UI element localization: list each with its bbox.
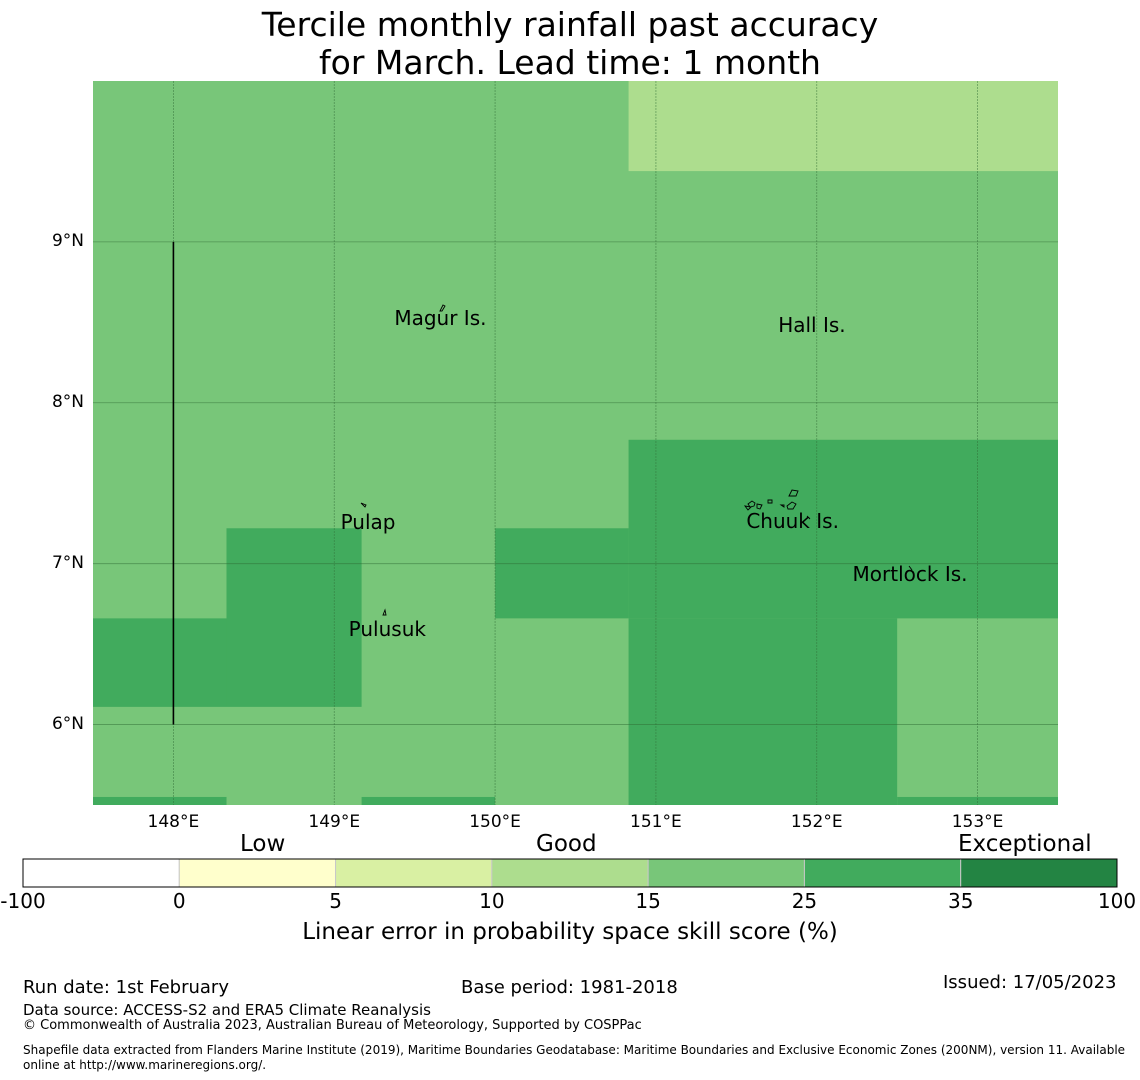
lat-tick-label: 6°N — [51, 713, 84, 734]
island-outline — [806, 515, 811, 520]
lon-tick-label: 153°E — [951, 812, 1004, 832]
lon-tick-label: 149°E — [308, 812, 361, 832]
data-source: Data source: ACCESS-S2 and ERA5 Climate … — [23, 1001, 431, 1019]
lat-tick-label: 8°N — [51, 391, 84, 412]
colorbar-tick-label: -100 — [0, 889, 46, 913]
place-label-magur: Magur Is. — [394, 306, 487, 331]
lat-tick-label: 7°N — [51, 552, 84, 573]
skill-region — [628, 81, 1058, 172]
lon-tick-label: 152°E — [790, 812, 843, 832]
place-label-chuuk: Chuuk Is. — [746, 508, 839, 533]
place-label-hall: Hall Is. — [778, 312, 846, 337]
skill-region — [93, 618, 227, 707]
colorbar-tick-label: 5 — [329, 889, 342, 913]
category-good-label: Good — [536, 831, 597, 857]
colorbar-bin — [491, 858, 649, 888]
island-outline — [382, 608, 387, 616]
colorbar-bin — [803, 858, 962, 888]
map-title: Tercile monthly rainfall past accuracy f… — [0, 6, 1140, 82]
skill-region — [93, 796, 227, 805]
island-outline — [360, 502, 367, 508]
island-outline — [786, 501, 797, 510]
place-label-pulusuk: Pulusuk — [348, 616, 426, 641]
skill-region — [226, 528, 362, 707]
lon-tick-label: 151°E — [630, 812, 682, 832]
colorbar — [22, 858, 1118, 888]
colorbar-bin — [960, 858, 1118, 888]
place-label-mortlock: Mortlock Is. — [852, 561, 968, 586]
issued-date: Issued: 17/05/2023 — [943, 972, 1117, 993]
skill-region — [495, 528, 629, 619]
map-title-line-1: Tercile monthly rainfall past accuracy — [261, 5, 879, 44]
colorbar-label: Linear error in probability space skill … — [302, 919, 838, 945]
island-outline — [908, 565, 913, 571]
island-outline — [779, 504, 785, 508]
colorbar-tick-label: 35 — [947, 889, 974, 913]
skill-regions — [93, 81, 1058, 805]
island-outline — [439, 304, 446, 312]
base-period: Base period: 1981-2018 — [461, 977, 678, 998]
category-exceptional-label: Exceptional — [958, 831, 1092, 857]
colorbar-tick-label: 25 — [791, 889, 818, 913]
run-date: Run date: 1st February — [23, 977, 229, 998]
shapefile-credit-line-1: Shapefile data extracted from Flanders M… — [23, 1043, 1126, 1057]
colorbar-tick-label: 100 — [1097, 889, 1137, 913]
shapefile-credit-line-2: online at http://www.marineregions.org/. — [23, 1058, 267, 1072]
place-label-pulap: Pulap — [340, 510, 396, 535]
category-low-label: Low — [240, 831, 286, 857]
island-outline — [788, 489, 799, 497]
island-outline — [756, 503, 763, 510]
skill-region — [628, 618, 898, 805]
lon-tick-label: 150°E — [469, 812, 521, 832]
lon-tick-label: 148°E — [147, 812, 200, 832]
island-outlines — [360, 304, 913, 616]
skill-region — [361, 796, 496, 805]
colorbar-tick-label: 15 — [635, 889, 661, 913]
island-outline — [767, 499, 773, 504]
lat-tick-label: 9°N — [51, 230, 84, 251]
colorbar-bin — [178, 858, 337, 888]
skill-region — [897, 796, 1058, 805]
colorbar-tick-label: 0 — [172, 889, 186, 913]
colorbar-bin — [22, 858, 180, 888]
skill-region — [628, 439, 1058, 619]
colorbar-bin — [335, 858, 493, 888]
copyright-notice: © Commonwealth of Australia 2023, Austra… — [23, 1018, 642, 1033]
colorbar-frame — [22, 858, 1118, 888]
colorbar-tick-label: 10 — [479, 889, 505, 913]
island-outline — [743, 505, 752, 511]
colorbar-bin — [647, 858, 805, 888]
map-title-line-2: for March. Lead time: 1 month — [319, 43, 821, 82]
